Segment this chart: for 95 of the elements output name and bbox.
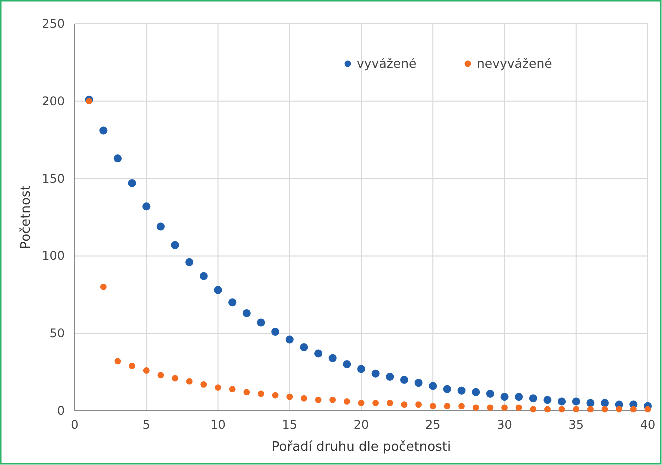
point bbox=[300, 344, 308, 352]
point bbox=[228, 298, 237, 307]
point bbox=[616, 406, 623, 413]
point bbox=[215, 384, 222, 391]
point bbox=[400, 376, 408, 384]
point bbox=[414, 379, 423, 388]
point bbox=[487, 404, 494, 412]
point bbox=[416, 402, 422, 408]
legend-label: nevyvážené bbox=[477, 56, 553, 71]
point bbox=[502, 404, 508, 412]
point bbox=[257, 318, 266, 327]
point bbox=[515, 393, 524, 402]
point bbox=[444, 403, 451, 410]
point bbox=[472, 404, 480, 412]
point bbox=[429, 382, 438, 390]
y-tick-label: 0 bbox=[57, 404, 65, 418]
point bbox=[158, 372, 164, 379]
point bbox=[472, 388, 480, 396]
x-tick-label: 20 bbox=[354, 418, 370, 432]
x-tick-label: 30 bbox=[497, 418, 512, 432]
point bbox=[314, 350, 323, 358]
point bbox=[586, 399, 595, 408]
point bbox=[458, 403, 465, 410]
point bbox=[630, 406, 637, 413]
point bbox=[129, 362, 136, 370]
point bbox=[128, 179, 136, 188]
point bbox=[244, 389, 250, 396]
point bbox=[358, 365, 366, 374]
point bbox=[573, 406, 580, 413]
point bbox=[242, 309, 251, 318]
point bbox=[372, 370, 380, 378]
y-tick-label: 100 bbox=[42, 249, 65, 264]
point bbox=[458, 386, 466, 395]
point bbox=[443, 385, 452, 394]
point bbox=[143, 368, 150, 374]
point bbox=[186, 258, 194, 266]
point bbox=[172, 375, 178, 382]
point bbox=[100, 284, 107, 290]
point bbox=[644, 406, 652, 413]
x-tick-label: 35 bbox=[568, 418, 584, 432]
x-tick-label: 0 bbox=[71, 418, 79, 432]
point bbox=[588, 406, 594, 413]
point bbox=[286, 394, 294, 400]
point bbox=[142, 202, 151, 211]
point bbox=[156, 222, 165, 231]
point bbox=[530, 406, 537, 413]
point bbox=[486, 390, 494, 398]
x-tick-label: 40 bbox=[640, 418, 656, 432]
point bbox=[272, 328, 280, 336]
point bbox=[572, 398, 580, 406]
point bbox=[558, 398, 566, 406]
point bbox=[301, 395, 308, 402]
point bbox=[214, 286, 222, 294]
point bbox=[372, 400, 380, 406]
x-axis-title: Pořadí druhu dle početnosti bbox=[272, 440, 452, 455]
point bbox=[114, 154, 122, 163]
point bbox=[186, 378, 193, 385]
point bbox=[330, 396, 336, 404]
point bbox=[200, 272, 208, 280]
point bbox=[344, 398, 350, 405]
point bbox=[86, 98, 93, 105]
point bbox=[544, 396, 552, 404]
legend-label: vyvážené bbox=[357, 56, 418, 71]
point bbox=[558, 406, 566, 413]
point bbox=[286, 336, 294, 344]
point bbox=[328, 354, 337, 362]
y-axis-title: Početnost bbox=[19, 186, 34, 250]
point bbox=[358, 400, 365, 406]
point bbox=[272, 392, 279, 399]
point bbox=[258, 390, 264, 398]
point bbox=[386, 400, 394, 406]
x-tick-label: 15 bbox=[282, 418, 298, 432]
point bbox=[386, 372, 394, 381]
x-tick-label: 10 bbox=[210, 418, 226, 432]
point bbox=[601, 399, 610, 408]
point bbox=[100, 126, 108, 135]
y-tick-label: 200 bbox=[42, 94, 65, 108]
point bbox=[229, 386, 236, 393]
point bbox=[200, 381, 208, 388]
x-tick-label: 5 bbox=[142, 418, 150, 432]
point bbox=[544, 406, 551, 413]
point bbox=[516, 404, 522, 412]
point bbox=[171, 241, 180, 250]
y-tick-label: 250 bbox=[42, 17, 65, 31]
point bbox=[430, 403, 436, 410]
y-tick-label: 150 bbox=[42, 172, 65, 186]
point bbox=[114, 358, 122, 365]
point bbox=[315, 396, 322, 404]
point bbox=[401, 402, 408, 408]
y-tick-label: 50 bbox=[50, 326, 65, 341]
point bbox=[529, 394, 538, 403]
x-tick-label: 25 bbox=[425, 418, 441, 432]
point bbox=[500, 393, 509, 402]
point bbox=[343, 360, 352, 369]
point bbox=[602, 406, 608, 413]
